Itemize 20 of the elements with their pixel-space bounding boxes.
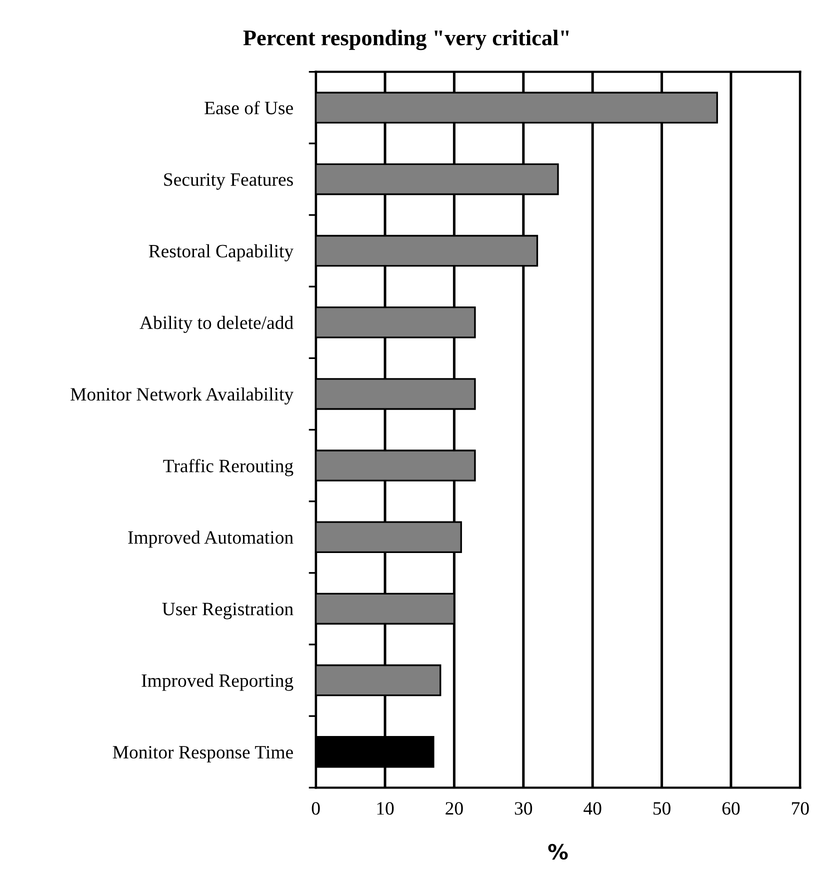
y-tick-label: Improved Reporting	[142, 674, 294, 691]
x-tick-label: 30	[514, 802, 532, 815]
chart-title: Percent responding "very critical"	[243, 30, 569, 50]
y-tick-label: Restoral Capability	[148, 244, 294, 262]
y-tick-label: User Registration	[162, 602, 294, 620]
y-tick-label: Security Features	[164, 173, 293, 190]
x-tick-label: 20	[446, 802, 463, 815]
y-tick-label: Ease of Use	[204, 100, 293, 114]
x-tick-label: 70	[792, 802, 809, 815]
y-tick-label: Traffic Rerouting	[163, 458, 294, 476]
y-tick-label: Improved Automation	[128, 530, 294, 548]
x-tick-label: 10	[377, 802, 394, 815]
x-tick-label: 50	[653, 802, 670, 815]
x-tick-label: 0	[312, 802, 320, 815]
y-tick-label: Ability to delete/add	[140, 316, 294, 333]
x-tick-label: 40	[584, 802, 602, 815]
y-tick-label: Monitor Response Time	[112, 746, 293, 762]
x-axis-title: %	[548, 844, 568, 860]
y-tick-label: Monitor Network Availability	[70, 387, 294, 405]
x-tick-label: 60	[722, 802, 740, 815]
